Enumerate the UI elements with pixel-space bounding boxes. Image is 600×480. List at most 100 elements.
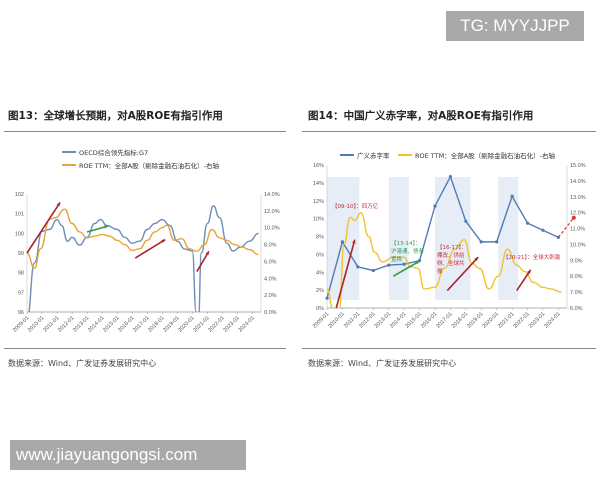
watermark-top: TG: MYYJJPP [446,11,584,41]
chart14-legend-deficit: 广义赤字率 [340,150,390,160]
y-left-tick-label: 102 [15,192,24,198]
chart13-source: 数据来源：Wind、广发证券发展研究中心 [8,359,157,368]
y-right-tick-label: 7.0% [570,290,583,296]
legend-label: ROE TTM：全部A股（剔除金融石油石化）-右轴 [79,162,220,170]
data-point [325,296,329,300]
data-point [464,219,468,223]
legend-swatch-orange [62,164,76,166]
y-right-tick-label: 14.0% [570,179,586,185]
y-right-tick-label: 6.0% [264,259,277,265]
y-right-tick-label: 12.0% [570,211,586,217]
y-left-tick-label: 6% [316,252,324,258]
chart13-bottom-rule [4,348,286,349]
annotation-20-21: 【20-21】：全球大刺激 [503,255,561,261]
data-point [402,262,406,266]
y-left-tick-label: 2% [316,288,324,294]
chart14-legend-roe: ROE TTM：全部A股（剔除金融石油石化）-右轴 [398,150,555,160]
trend-arrow-head [161,239,166,243]
trend-arrow [446,256,479,292]
projection-line [557,217,575,238]
projection-point [571,215,576,220]
trend-arrow-head [415,261,420,265]
y-left-tick-label: 96 [18,310,24,316]
legend-swatch-yellow [398,154,412,156]
x-tick-label: 2010-01 [327,311,346,330]
series-line-1 [327,211,562,308]
chart13-legend-roe: ROE TTM：全部A股（剔除金融石油石化）-右轴 [62,160,219,170]
y-right-tick-label: 10.0% [570,242,586,248]
y-right-tick-label: 10.0% [264,226,280,232]
watermark-bottom: www.jiayuangongsi.com [10,440,246,470]
y-left-tick-label: 0% [316,306,324,312]
y-right-tick-label: 12.0% [264,209,280,215]
legend-swatch-blue [340,154,354,156]
y-right-tick-label: 13.0% [570,195,586,201]
chart14-bottom-rule [302,348,596,349]
data-point [356,265,360,269]
data-point [479,240,483,244]
y-left-tick-label: 16% [313,163,324,169]
trend-arrow [86,225,109,233]
shaded-period [434,177,471,300]
x-tick-label: 2024-01 [237,315,256,334]
legend-label: OECD综合领先指标:G7 [79,149,149,157]
trend-arrow [196,250,210,272]
annotation-16-17: 【16-17】：棚改、供给侧、全球共振 [437,245,467,275]
y-right-tick-label: 9.0% [570,258,583,264]
shaded-period [388,177,409,300]
trend-arrow [134,238,166,259]
trend-arrow-head [474,257,479,261]
data-point [340,240,345,244]
legend-label: ROE TTM：全部A股（剔除金融石油石化）-右轴 [415,152,556,160]
y-right-tick-label: 4.0% [264,276,277,282]
shaded-period [498,177,519,300]
y-right-tick-label: 2.0% [264,293,277,299]
trend-arrow [392,260,420,277]
chart13-title: 图13：全球增长预期，对A股ROE有指引作用 [8,110,223,122]
chart14-top-rule [302,131,596,132]
y-right-tick-label: 8.0% [264,243,277,249]
trend-arrow-head [352,239,356,244]
chart13-legend-oecd: OECD综合领先指标:G7 [62,147,148,157]
y-left-tick-label: 100 [15,231,24,237]
trend-arrow-head [205,251,209,256]
y-right-tick-label: 0.0% [264,310,277,316]
x-tick-label: 2024-01 [543,311,562,330]
trend-arrow-head [527,269,531,274]
y-left-tick-label: 101 [15,212,24,218]
data-point [371,268,375,273]
data-point [510,194,514,198]
trend-arrow [516,269,532,291]
y-right-tick-label: 11.0% [570,227,585,233]
trend-arrow-head [56,202,61,207]
trend-arrow [335,239,356,309]
chart14-source: 数据来源：Wind、广发证券发展研究中心 [308,359,457,368]
y-right-tick-label: 6.0% [570,306,583,312]
y-right-tick-label: 14.0% [264,192,280,198]
y-left-tick-label: 8% [316,235,324,241]
annotation-13-14: 【13-14】：沪港通、债务置换 [391,241,425,263]
y-left-tick-label: 14% [313,181,324,187]
chart13-top-rule [4,131,286,132]
chart14-title: 图14：中国广义赤字率，对A股ROE有指引作用 [308,110,534,122]
trend-arrow [26,201,61,254]
series-line-0 [28,205,259,312]
data-point [541,228,545,232]
y-left-tick-label: 99 [18,251,24,257]
y-left-tick-label: 98 [18,271,24,277]
y-right-tick-label: 15.0% [570,163,586,169]
trend-arrow-head [104,225,109,229]
data-point [448,175,452,179]
series-line-0 [327,174,559,299]
y-left-tick-label: 97 [18,290,24,296]
y-left-tick-label: 4% [316,270,324,276]
annotation-09-10: 【09-10】：四万亿 [332,204,379,210]
legend-label: 广义赤字率 [357,152,390,160]
legend-swatch-blue [62,151,76,153]
data-point [387,263,391,267]
y-right-tick-label: 8.0% [570,274,583,280]
y-left-tick-label: 10% [313,217,324,223]
data-point [433,204,437,208]
